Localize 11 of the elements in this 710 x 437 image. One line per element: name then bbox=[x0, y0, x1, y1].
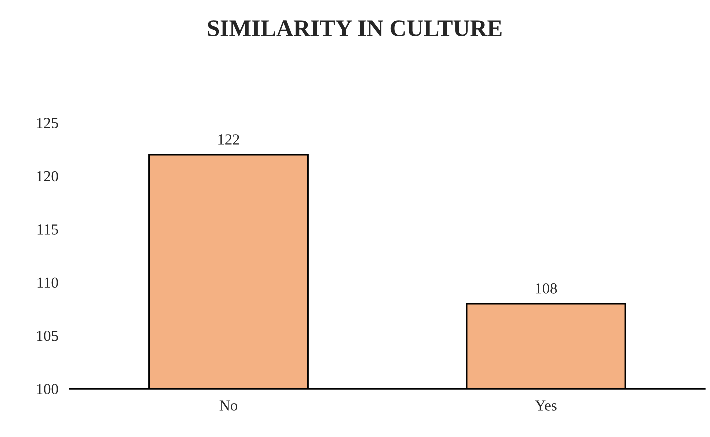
y-tick-label: 110 bbox=[38, 278, 58, 288]
x-tick-label: No bbox=[220, 400, 238, 411]
data-label: 108 bbox=[536, 284, 558, 294]
y-tick-label: 125 bbox=[37, 118, 58, 128]
y-tick-label: 105 bbox=[37, 330, 58, 342]
x-tick-label: Yes bbox=[535, 400, 557, 411]
y-tick-label: 100 bbox=[37, 384, 58, 394]
y-tick-label: 120 bbox=[37, 171, 58, 182]
y-tick-label: 115 bbox=[38, 224, 58, 235]
chart-title: SIMILARITY IN CULTURE bbox=[208, 20, 502, 36]
data-label: 122 bbox=[218, 134, 240, 145]
